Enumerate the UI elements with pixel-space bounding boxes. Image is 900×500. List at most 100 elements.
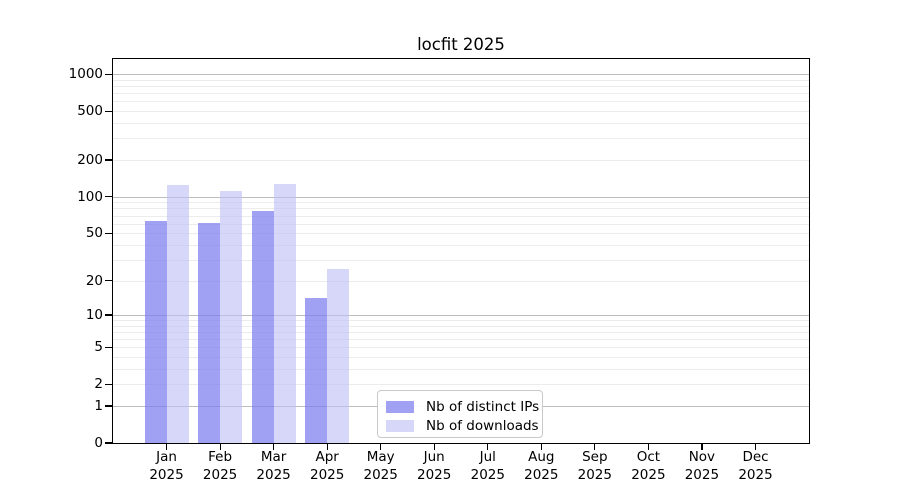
x-tick-year: 2025 [470, 466, 505, 483]
y-tick-mark [105, 405, 112, 407]
legend-item-distinct-ips: Nb of distinct IPs [386, 397, 542, 416]
x-tick-year: 2025 [738, 466, 773, 483]
gridline-minor [113, 101, 809, 103]
gridline-minor [113, 215, 809, 217]
x-tick-year: 2025 [577, 466, 612, 483]
y-tick-label: 10 [85, 307, 103, 323]
x-tick-year: 2025 [363, 466, 398, 483]
x-tick-month: Apr [315, 449, 339, 465]
y-tick-label: 200 [77, 151, 103, 168]
bar-distinct-ips [198, 222, 221, 443]
gridline-minor [113, 223, 809, 225]
x-tick-year: 2025 [631, 466, 666, 483]
gridline-minor [113, 111, 809, 113]
legend-label-distinct-ips: Nb of distinct IPs [426, 398, 540, 415]
plot-area: 0 1 2 5 10 20 50 100 200 500 1000 Jan 2025 Feb 2025 Mar… [69, 58, 810, 483]
gridline-minor [113, 259, 809, 261]
x-tick-year: 2025 [149, 466, 184, 483]
x-tick-label: Nov 2025 [667, 449, 737, 484]
y-tick-label: 0 [94, 435, 103, 451]
x-tick-mark [647, 444, 650, 450]
gridline-minor [113, 357, 809, 359]
gridline-minor [113, 347, 809, 349]
x-tick-label: May 2025 [346, 449, 416, 484]
x-tick-mark [594, 444, 596, 450]
y-tick-mark [105, 314, 112, 316]
legend-label-downloads: Nb of downloads [426, 417, 539, 434]
gridline-minor [113, 202, 809, 204]
x-tick-mark [487, 444, 489, 450]
gridline-minor [113, 86, 809, 88]
gridline-major [113, 196, 809, 198]
y-tick-label: 1000 [68, 66, 103, 83]
x-tick-month: Feb [208, 449, 233, 465]
y-tick-mark [105, 232, 112, 234]
y-tick-mark [105, 73, 112, 75]
gridline-minor [113, 79, 809, 81]
x-tick-mark [540, 444, 542, 450]
legend-item-downloads: Nb of downloads [386, 416, 542, 435]
x-tick-month: Nov [688, 449, 716, 465]
x-tick-month: May [366, 449, 395, 465]
y-tick-label: 2 [94, 376, 103, 393]
x-tick-mark [326, 444, 328, 450]
legend: Nb of distinct IPs Nb of downloads [377, 390, 543, 438]
y-tick-mark [105, 346, 112, 349]
gridline-minor [113, 159, 809, 161]
y-tick-mark [105, 110, 112, 112]
x-tick-label: Aug 2025 [506, 449, 576, 484]
x-tick-label: Oct 2025 [613, 449, 683, 484]
x-tick-label: Jan 2025 [132, 449, 202, 484]
x-tick-label: Jul 2025 [453, 449, 523, 484]
y-tick-mark [105, 279, 112, 282]
x-tick-mark [380, 444, 382, 450]
y-tick-mark [105, 442, 112, 444]
y-tick-label: 5 [94, 339, 103, 356]
gridline-minor [113, 320, 809, 322]
x-tick-mark [754, 444, 757, 450]
x-tick-month: Oct [636, 449, 661, 465]
x-tick-month: Jun [423, 449, 445, 465]
x-tick-mark [165, 444, 168, 450]
x-tick-month: Jul [479, 449, 496, 465]
y-tick-label: 20 [85, 272, 103, 289]
x-tick-mark [701, 444, 703, 450]
x-tick-year: 2025 [524, 466, 559, 483]
x-tick-month: Sep [582, 449, 608, 465]
x-tick-year: 2025 [684, 466, 720, 483]
gridline-minor [113, 138, 809, 140]
gridline-major [113, 74, 809, 76]
gridline-minor [113, 244, 809, 246]
bar-distinct-ips [144, 221, 167, 443]
bar-downloads [166, 184, 189, 443]
gridline-minor [113, 233, 809, 235]
x-tick-year: 2025 [417, 466, 452, 483]
bar-distinct-ips [251, 211, 274, 443]
y-tick-mark [105, 159, 112, 161]
gridline-major [113, 315, 809, 316]
gridline-minor [113, 123, 809, 124]
y-tick-mark [105, 196, 112, 198]
gridline-minor [113, 339, 809, 341]
legend-swatch-downloads [386, 419, 414, 432]
bar-downloads [220, 190, 243, 443]
gridline-minor [113, 93, 809, 95]
x-tick-month: Jan [156, 449, 177, 465]
x-tick-month: Dec [742, 449, 769, 465]
x-tick-label: Sep 2025 [560, 449, 630, 484]
x-tick-label: Dec 2025 [721, 449, 791, 484]
bar-downloads [273, 184, 296, 443]
x-tick-year: 2025 [256, 466, 291, 483]
gridline-minor [113, 208, 809, 210]
x-tick-month: Aug [528, 449, 555, 465]
bar-distinct-ips [305, 298, 328, 443]
bar-downloads [327, 269, 350, 443]
gridline-minor [113, 325, 809, 327]
y-tick-label: 1 [94, 398, 103, 414]
x-tick-year: 2025 [310, 466, 345, 483]
x-tick-year: 2025 [202, 466, 238, 483]
chart-title: locfit 2025 [417, 35, 505, 54]
gridline-minor [113, 332, 809, 333]
x-tick-label: Feb 2025 [185, 449, 255, 484]
